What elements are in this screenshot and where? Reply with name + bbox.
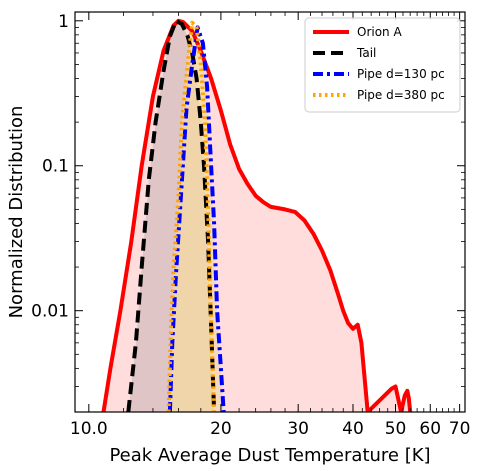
series-line-tail [126, 18, 217, 412]
x-tick-label: 40 [342, 419, 364, 439]
series-fill-tail [128, 20, 215, 412]
y-axis-label: Normalized Distribution [6, 106, 27, 319]
x-tick-label: 10.0 [70, 419, 108, 439]
legend: Orion A Tail Pipe d=130 pc Pipe d=380 pc [304, 17, 461, 113]
legend-label-pipe-d-380-pc: Pipe d=380 pc [357, 88, 445, 102]
x-axis-label: Peak Average Dust Temperature [K] [109, 445, 430, 466]
legend-label-orion-a: Orion A [357, 25, 402, 39]
x-tick-label: 50 [385, 419, 407, 439]
legend-box [304, 17, 461, 113]
x-tick-label: 70 [449, 419, 471, 439]
series-line-pipe-d-130-pc [167, 25, 226, 412]
x-tick-label: 20 [210, 419, 232, 439]
x-tick-label: 60 [419, 419, 441, 439]
x-tick-label: 30 [287, 419, 309, 439]
series-line-pipe-d-380-pc [166, 20, 217, 412]
series-lines [101, 18, 413, 412]
y-tick-label: 0.1 [42, 157, 69, 177]
series-fill-pipe-d-380-pc [168, 22, 215, 412]
y-tick-label: 1 [58, 12, 69, 32]
series-fill-orion-a [103, 20, 411, 412]
legend-label-pipe-d-130-pc: Pipe d=130 pc [357, 67, 445, 81]
plot-frame [74, 11, 466, 413]
axis-ticks: 10.0 20 30 40 50 60 70 1 0.1 0.01 [31, 12, 470, 439]
y-tick-label: 0.01 [31, 302, 69, 322]
legend-label-tail: Tail [356, 46, 376, 60]
